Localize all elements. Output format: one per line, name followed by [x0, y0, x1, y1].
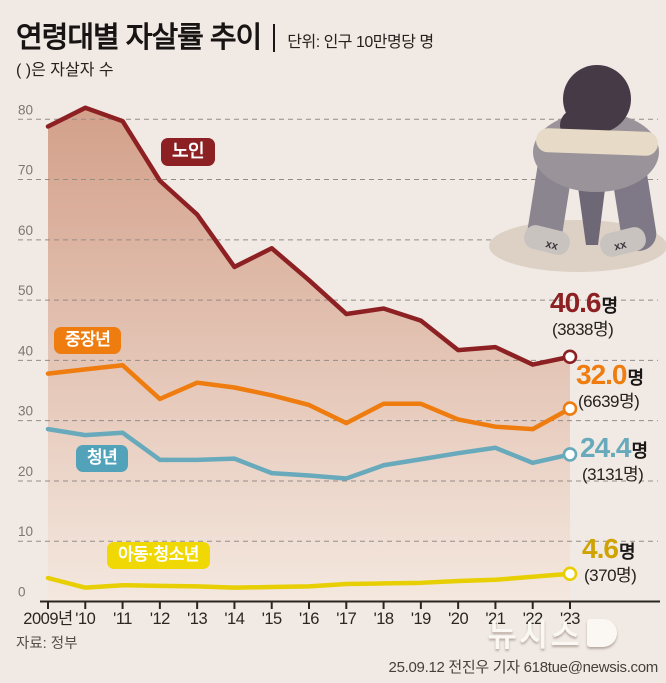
rate-unit: 명 — [631, 441, 649, 461]
right-shoe — [600, 227, 646, 257]
watermark-text: 뉴시스 — [488, 618, 583, 653]
rate-unit: 명 — [618, 542, 636, 562]
svg-text:20: 20 — [18, 464, 33, 479]
svg-text:'14: '14 — [224, 610, 244, 628]
series-label-youth: 청년 — [76, 445, 129, 472]
svg-text:70: 70 — [18, 163, 33, 178]
page-title: 연령대별 자살률 추이 — [16, 22, 262, 54]
svg-text:80: 80 — [18, 102, 33, 117]
x-axis-labels: 2009년 '10 '11 '12 '13 '14 '15 '16 '17 '18 '19 '20 '2… — [23, 609, 581, 628]
svg-text:'15: '15 — [262, 610, 282, 628]
series-label-elderly: 노인 — [161, 138, 216, 166]
y-axis-labels: 0 10 20 30 40 50 60 70 80 — [18, 102, 33, 599]
rate-unit: 명 — [601, 296, 619, 316]
data-source: 자료: 정부 — [16, 636, 78, 652]
suicide-count: (3838명) — [552, 319, 614, 339]
rate-value: 40.6 — [550, 287, 601, 318]
right-shoe-laces: xx — [613, 238, 629, 253]
rate-unit: 명 — [627, 368, 645, 388]
series-lines — [45, 105, 573, 590]
svg-text:10: 10 — [18, 524, 33, 539]
svg-text:'18: '18 — [374, 610, 394, 628]
header: 연령대별 자살률 추이 단위: 인구 10만명당 명 — [16, 14, 434, 56]
title-divider — [273, 24, 276, 52]
end-value-youth: 24.4명 (3131명) — [580, 433, 648, 484]
svg-text:0: 0 — [18, 585, 26, 600]
svg-text:'22: '22 — [523, 610, 543, 628]
svg-text:40: 40 — [18, 343, 33, 358]
svg-text:'10: '10 — [75, 610, 95, 628]
crossed-arms — [536, 128, 658, 156]
rate-value: 24.4 — [580, 432, 631, 463]
svg-text:'11: '11 — [113, 610, 132, 628]
left-shoe — [524, 225, 570, 255]
suicide-count: (6639명) — [578, 391, 640, 411]
svg-text:'16: '16 — [299, 610, 319, 628]
svg-text:60: 60 — [18, 223, 33, 238]
unit-label: 단위: 인구 10만명당 명 — [287, 34, 434, 51]
svg-text:'19: '19 — [411, 610, 431, 628]
series-label-middle-aged: 중장년 — [54, 327, 122, 354]
rate-value: 4.6 — [582, 533, 619, 564]
svg-text:50: 50 — [18, 283, 33, 298]
end-value-children-teens: 4.6명 (370명) — [582, 533, 637, 585]
series-label-children-teens: 아동·청소년 — [107, 542, 210, 569]
suicide-count: (3131명) — [582, 464, 644, 484]
end-value-middle-aged: 32.0명 (6639명) — [576, 360, 644, 411]
svg-text:2009년: 2009년 — [23, 609, 72, 628]
svg-text:'13: '13 — [187, 610, 207, 628]
suicide-count: (370명) — [584, 565, 637, 585]
left-shoe-laces: xx — [544, 238, 560, 253]
rate-value: 32.0 — [576, 359, 627, 390]
newsis-watermark: 뉴시스 — [488, 610, 617, 655]
svg-text:'23: '23 — [560, 610, 580, 628]
svg-text:'17: '17 — [336, 610, 356, 628]
end-value-elderly: 40.6명 (3838명) — [550, 288, 618, 339]
parenthesis-note: ( )은 자살자 수 — [16, 62, 114, 79]
svg-text:30: 30 — [18, 404, 33, 419]
svg-text:'21: '21 — [485, 610, 505, 628]
end-point-markers — [562, 349, 578, 582]
x-axis — [40, 600, 660, 609]
area-fill-elderly — [48, 107, 570, 602]
reporter-credit: 25.09.12 전진우 기자 618tue@newsis.com — [388, 659, 659, 676]
svg-text:'20: '20 — [448, 610, 468, 628]
newsis-logo-icon — [586, 618, 617, 647]
sad-person-illustration: xx xx — [489, 65, 666, 272]
svg-text:'12: '12 — [150, 610, 170, 628]
